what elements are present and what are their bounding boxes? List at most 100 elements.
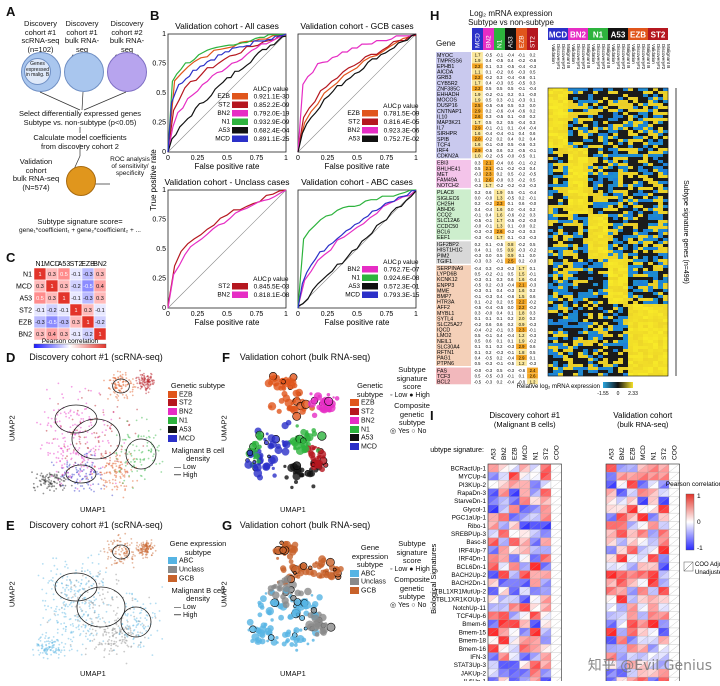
heat-cell	[633, 256, 638, 259]
legend-swatch	[350, 578, 359, 585]
panel-f-title: Validation cohort (bulk RNA-seq)	[230, 352, 380, 362]
umap-point	[40, 624, 42, 626]
heat-cell	[568, 262, 573, 265]
heat-cell	[583, 91, 588, 94]
umap-point	[41, 645, 43, 647]
umap-point	[115, 387, 117, 389]
umap-point	[75, 595, 77, 597]
score-low-high: ◦ Low ● High	[390, 392, 434, 401]
umap-point	[128, 379, 130, 381]
heat-cell	[568, 130, 573, 133]
heat-cell	[558, 283, 563, 286]
heat-cell	[658, 154, 663, 157]
umap-point	[47, 477, 49, 479]
umap-point	[63, 628, 65, 630]
heat-cell	[553, 187, 558, 190]
heat-cell	[613, 151, 618, 154]
h-value: 0.5	[530, 242, 536, 247]
heat-cell	[653, 241, 658, 244]
heat-cell	[618, 157, 623, 160]
h-value: 0.5	[530, 350, 536, 355]
umap-point	[120, 472, 122, 474]
heat-cell	[578, 178, 583, 181]
heat-cell	[633, 259, 638, 262]
heat-cell	[548, 226, 553, 229]
umap-point	[147, 546, 149, 548]
heat-cell	[583, 133, 588, 136]
heat-cell	[593, 121, 598, 124]
heat-cell	[578, 274, 583, 277]
heat-cell	[548, 118, 553, 121]
heat-cell	[578, 94, 583, 97]
umap-point	[75, 606, 77, 608]
heat-cell	[648, 154, 653, 157]
umap-point	[127, 453, 129, 455]
heat-cell	[658, 115, 663, 118]
heat-cell	[593, 190, 598, 193]
heat-cell	[628, 133, 633, 136]
heat-cell	[658, 211, 663, 214]
umap-point	[105, 450, 107, 452]
h-value: -0.2	[485, 201, 493, 206]
sample-point	[290, 486, 293, 489]
heat-cell	[603, 118, 608, 121]
heat-cell	[573, 232, 578, 235]
umap-point	[150, 603, 152, 605]
heat-cell	[583, 217, 588, 220]
heat-cell	[608, 262, 613, 265]
h-value: -0.3	[485, 379, 493, 384]
heat-cell	[593, 208, 598, 211]
legend-p: 6.4E-05	[397, 119, 420, 126]
h-value: 0.0	[475, 196, 481, 201]
h-value: 2.1	[486, 166, 492, 171]
umap-point	[38, 645, 40, 647]
heat-cell	[653, 118, 658, 121]
heat-cell	[548, 229, 553, 232]
umap-point	[102, 578, 104, 580]
heat-cell	[558, 211, 563, 214]
h-value: -0.5	[485, 355, 493, 360]
h-value: 0.5	[475, 339, 481, 344]
heat-cell	[663, 178, 668, 181]
umap-point	[91, 464, 93, 466]
heat-cell	[623, 214, 628, 217]
h-value: 1.5	[519, 271, 525, 276]
heat-cell	[643, 109, 648, 112]
umap-point	[131, 471, 133, 473]
umap-point	[57, 621, 59, 623]
sample-point	[282, 632, 288, 638]
h-value: -0.3	[485, 294, 493, 299]
umap-point	[132, 599, 134, 601]
legend-name: ST2	[218, 102, 230, 109]
heat-cell	[618, 244, 623, 247]
umap-point	[88, 390, 90, 392]
heat-cell	[588, 142, 593, 145]
heat-cell	[663, 94, 668, 97]
umap-point	[126, 471, 128, 473]
umap-point	[76, 412, 78, 414]
panel-g-title: Validation cohort (bulk RNA-seq)	[230, 520, 380, 530]
heat-cell	[588, 160, 593, 163]
sample-point	[316, 594, 322, 600]
h-value: 0.2	[486, 350, 492, 355]
umap-point	[52, 644, 54, 646]
heat-cell	[558, 160, 563, 163]
h-value: 0.2	[497, 120, 503, 125]
umap-point	[81, 457, 83, 459]
heat-cell	[578, 211, 583, 214]
umap-point	[127, 384, 129, 386]
h-value: 0.3	[497, 75, 503, 80]
umap-point	[82, 602, 84, 604]
heat-cell	[558, 178, 563, 181]
heat-cell	[553, 238, 558, 241]
heat-cell	[548, 148, 553, 151]
umap-point	[45, 635, 47, 637]
heat-cell	[638, 256, 643, 259]
heat-cell	[653, 88, 658, 91]
corr-value: 1	[62, 296, 65, 302]
heat-cell	[623, 235, 628, 238]
heat-sub-label: Discovery#1	[636, 44, 641, 70]
heat-cell	[613, 187, 618, 190]
umap-point	[68, 412, 70, 414]
umap-point	[68, 597, 70, 599]
